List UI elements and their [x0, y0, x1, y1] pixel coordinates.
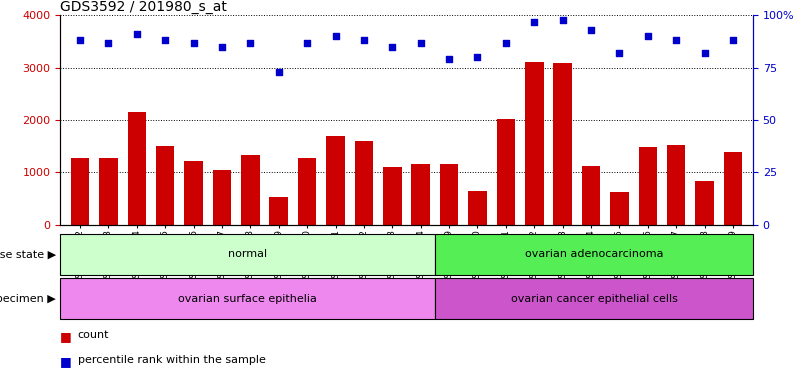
Text: percentile rank within the sample: percentile rank within the sample: [78, 355, 266, 365]
Bar: [436, 234, 753, 275]
Point: [414, 40, 427, 46]
Bar: [582, 166, 600, 225]
Text: specimen ▶: specimen ▶: [0, 293, 56, 304]
Bar: [60, 278, 436, 319]
Bar: [436, 278, 753, 319]
Bar: [553, 63, 572, 225]
Point: [585, 27, 598, 33]
Bar: [469, 191, 487, 225]
Point: [556, 17, 569, 23]
Bar: [667, 145, 686, 225]
Bar: [610, 192, 629, 225]
Point: [159, 37, 171, 43]
Bar: [440, 164, 458, 225]
Point: [443, 56, 456, 62]
Bar: [383, 167, 401, 225]
Bar: [326, 136, 344, 225]
Bar: [60, 234, 436, 275]
Point: [215, 44, 228, 50]
Bar: [269, 197, 288, 225]
Point: [244, 40, 257, 46]
Text: ■: ■: [60, 355, 72, 368]
Point: [698, 50, 711, 56]
Text: GDS3592 / 201980_s_at: GDS3592 / 201980_s_at: [60, 0, 227, 14]
Bar: [412, 164, 430, 225]
Point: [131, 31, 143, 37]
Point: [500, 40, 513, 46]
Bar: [525, 63, 544, 225]
Text: ovarian surface epithelia: ovarian surface epithelia: [179, 293, 317, 304]
Point: [357, 37, 370, 43]
Bar: [156, 146, 175, 225]
Point: [102, 40, 115, 46]
Point: [528, 18, 541, 25]
Bar: [724, 152, 743, 225]
Point: [471, 54, 484, 60]
Text: normal: normal: [228, 249, 268, 260]
Bar: [695, 181, 714, 225]
Text: count: count: [78, 330, 109, 340]
Point: [74, 37, 87, 43]
Point: [386, 44, 399, 50]
Point: [329, 33, 342, 40]
Bar: [70, 158, 89, 225]
Bar: [213, 170, 231, 225]
Text: disease state ▶: disease state ▶: [0, 249, 56, 260]
Bar: [99, 158, 118, 225]
Point: [727, 37, 739, 43]
Bar: [241, 154, 260, 225]
Bar: [355, 141, 373, 225]
Text: ■: ■: [60, 330, 72, 343]
Point: [187, 40, 200, 46]
Bar: [127, 112, 146, 225]
Point: [613, 50, 626, 56]
Point: [272, 69, 285, 75]
Bar: [638, 147, 657, 225]
Point: [670, 37, 682, 43]
Bar: [298, 158, 316, 225]
Bar: [497, 119, 515, 225]
Bar: [184, 161, 203, 225]
Point: [300, 40, 313, 46]
Text: ovarian adenocarcinoma: ovarian adenocarcinoma: [525, 249, 663, 260]
Point: [642, 33, 654, 40]
Text: ovarian cancer epithelial cells: ovarian cancer epithelial cells: [511, 293, 678, 304]
